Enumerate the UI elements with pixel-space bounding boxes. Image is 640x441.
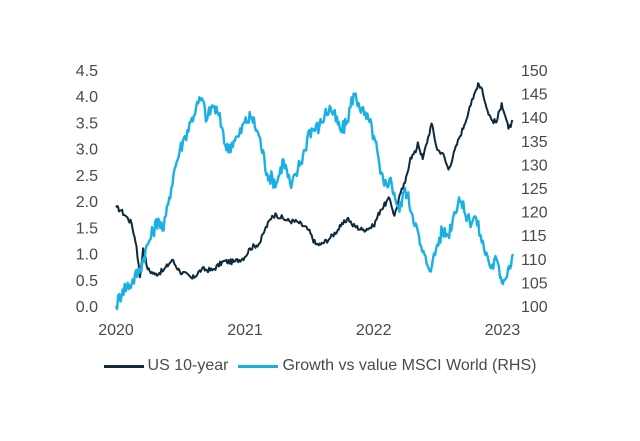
- y-right-tick-label: 105: [521, 275, 548, 292]
- y-right-tick-label: 115: [521, 228, 547, 245]
- legend-swatch-us-10-year: [103, 364, 144, 368]
- y-right-tick-label: 100: [521, 299, 548, 316]
- x-tick-label: 2020: [98, 322, 134, 339]
- y-right-tick-label: 140: [521, 110, 548, 127]
- x-axis: 2020 2021 2022 2023: [98, 322, 520, 339]
- legend-label-us-10-year: US 10-year: [147, 357, 229, 374]
- y-right-tick-label: 130: [521, 157, 548, 174]
- y-left-tick-label: 0.5: [76, 273, 98, 290]
- y-right-tick-label: 125: [521, 181, 548, 198]
- legend-item-us-10-year: US 10-year: [103, 357, 229, 375]
- y-axis-left: 0.0 0.5 1.0 1.5 2.0 2.5 3.0 3.5 4.0 4.5: [76, 63, 98, 316]
- y-left-tick-label: 2.0: [76, 194, 98, 211]
- y-left-tick-label: 1.0: [76, 247, 98, 264]
- x-tick-label: 2021: [227, 322, 263, 339]
- y-left-tick-label: 3.0: [76, 142, 98, 159]
- legend: US 10-year Growth vs value MSCI World (R…: [0, 357, 640, 375]
- y-right-tick-label: 120: [521, 205, 548, 222]
- y-right-tick-label: 145: [521, 87, 548, 104]
- y-left-tick-label: 0.0: [76, 299, 98, 316]
- y-right-tick-label: 135: [521, 134, 548, 151]
- legend-label-growth-vs-value: Growth vs value MSCI World (RHS): [282, 357, 537, 374]
- series-line-growth-vs-value: [114, 92, 515, 311]
- y-left-tick-label: 2.5: [76, 168, 98, 185]
- x-tick-label: 2023: [485, 322, 521, 339]
- series-line-us-10-year: [115, 82, 514, 280]
- y-left-tick-label: 4.5: [76, 63, 98, 80]
- y-right-tick-label: 110: [521, 252, 547, 269]
- x-tick-label: 2022: [356, 322, 392, 339]
- y-left-tick-label: 4.0: [76, 89, 98, 106]
- plot-area: [114, 82, 515, 311]
- y-axis-right: 100 105 110 115 120 125 130 135 140 145 150: [521, 63, 548, 316]
- legend-swatch-growth-vs-value: [238, 364, 279, 368]
- y-left-tick-label: 3.5: [76, 115, 98, 132]
- legend-item-growth-vs-value: Growth vs value MSCI World (RHS): [238, 357, 536, 375]
- y-left-tick-label: 1.5: [76, 220, 98, 237]
- y-right-tick-label: 150: [521, 63, 548, 80]
